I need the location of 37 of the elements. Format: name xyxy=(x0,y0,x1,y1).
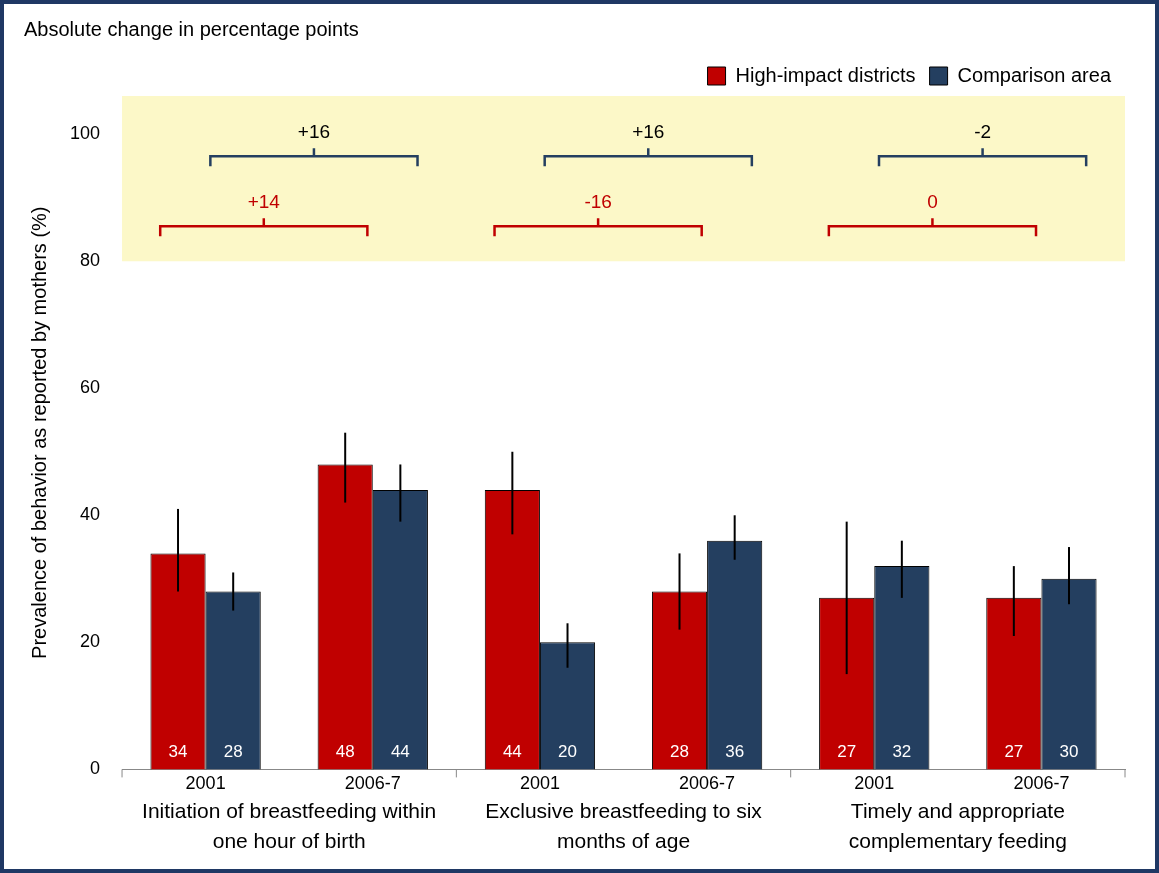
data-label: 30 xyxy=(1059,742,1079,762)
data-label: 20 xyxy=(558,742,577,762)
annotation: +16 xyxy=(632,121,665,143)
data-label: 48 xyxy=(335,742,355,762)
x-tick-label: 2001 xyxy=(854,773,895,794)
x-tick-label: 2001 xyxy=(519,773,560,794)
annotation: +14 xyxy=(247,190,281,212)
data-label: 36 xyxy=(725,742,745,762)
data-label: 27 xyxy=(837,742,857,762)
y-tick-label: 60 xyxy=(80,377,101,398)
data-label: 44 xyxy=(390,742,410,762)
y-tick-label: 40 xyxy=(80,504,101,525)
data-label: 27 xyxy=(1004,742,1024,762)
text: Exclusive breastfeeding to six months of age xyxy=(485,798,763,852)
x-tick-label: 2006-7 xyxy=(1013,773,1070,794)
y-tick-label: 80 xyxy=(80,250,101,271)
y-axis-title: Prevalence of behavior as reported by mothers (%) xyxy=(27,206,50,659)
y-tick-label: 0 xyxy=(90,758,101,779)
data-label: 44 xyxy=(502,742,522,762)
text: Initiation of breastfeeding within one hour of birth xyxy=(142,798,437,852)
legend-label: Comparison area xyxy=(957,63,1112,86)
y-tick-label: 100 xyxy=(69,123,101,144)
y-tick-label: 20 xyxy=(80,631,101,652)
annotation: -16 xyxy=(584,190,612,212)
data-label: 28 xyxy=(670,742,689,762)
legend-label: High-impact districts xyxy=(735,63,916,86)
x-tick-label: 2006-7 xyxy=(344,773,401,794)
chart-subtitle: Absolute change in percentage points xyxy=(24,17,359,40)
annotation: -2 xyxy=(974,121,992,143)
x-tick-label: 2001 xyxy=(185,773,226,794)
data-label: 28 xyxy=(223,742,243,762)
annotation: 0 xyxy=(927,190,938,212)
data-label: 34 xyxy=(168,742,188,762)
x-tick-label: 2006-7 xyxy=(679,773,736,794)
data-label: 32 xyxy=(892,742,912,762)
text: Timely and appropriate complementary feeding xyxy=(848,798,1067,852)
annotation: +16 xyxy=(297,121,331,143)
